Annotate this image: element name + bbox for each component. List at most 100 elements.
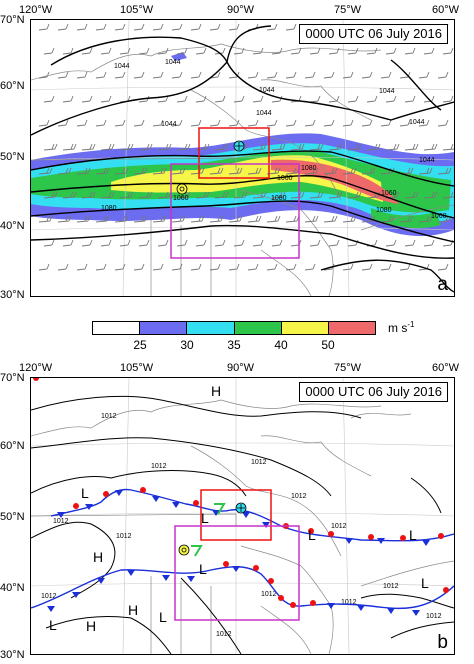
wind-barb [152,167,167,175]
wind-barb [214,143,229,151]
wind-barb [285,215,300,223]
map-panel-a: 1044 1044 1044 1044 1044 1044 1044 1044 … [30,19,455,297]
station-marker-north [233,140,245,152]
wind-barb [76,263,88,271]
panel-label-b: b [437,632,448,653]
wind-barb [347,191,362,199]
wind-barb [100,191,115,199]
isobar-label: 1012 [261,591,277,598]
wind-barb [347,95,359,103]
wind-barb [81,47,93,55]
wind-barb [81,239,93,247]
wind-barb [285,71,297,79]
wind-barb [247,263,259,271]
wind-barb [171,167,186,175]
height-contours [31,25,454,293]
wind-barb [57,23,69,31]
wind-barbs [38,23,454,271]
low-pressure-label: L [81,485,89,501]
wind-barb [418,71,430,79]
cold-front-triangle [57,512,65,518]
isobar-label: 1012 [426,613,442,620]
wind-barb [423,143,438,151]
contour-label: 1060 [431,213,447,220]
wind-barb [214,47,226,55]
low-pressure-label: L [409,527,417,543]
cold-front-triangle [327,603,335,609]
contour-label: 1044 [114,63,130,70]
wind-barb [423,191,438,199]
isobar-label: 1012 [383,583,399,590]
lat-label-50n: 50°N [0,151,25,163]
wind-barb [190,119,202,127]
wind-barb [62,143,77,151]
wind-barb [152,215,167,223]
wind-barb [304,119,316,127]
wind-barb [442,47,454,55]
wind-barb [385,95,397,103]
wind-barb [209,263,221,271]
wind-barb [233,47,245,55]
wind-barb [385,47,397,55]
wind-barb [43,239,55,247]
warm-front-semicircle [278,595,284,601]
wind-barb [38,71,50,79]
wind-barb [347,47,359,55]
wind-barb [233,95,245,103]
wind-barb [423,239,435,247]
cold-front-triangle [212,510,220,516]
isobar-label: 1012 [101,413,117,420]
wind-barb [95,119,107,127]
wind-barb [361,167,376,175]
wind-barb [171,215,186,223]
wind-barb [399,215,414,223]
low-pressure-label: L [49,617,57,633]
lon-label-105w: 105°W [120,4,154,16]
wind-barb [43,95,55,103]
wind-barb [114,263,126,271]
wind-barb [133,23,145,31]
wind-barb [43,143,58,151]
cold-front-triangle [85,504,93,510]
cold-front-triangle [262,522,270,528]
wind-barb [271,191,286,199]
wind-barb [252,143,267,151]
wind-barb [380,119,392,127]
wind-barb [290,47,302,55]
wind-barb [266,215,281,223]
wind-barb [119,143,134,151]
colorbar-tick: 40 [274,338,288,352]
wind-barb [228,167,243,175]
wind-barb [247,71,259,79]
cold-front-triangle [232,566,240,572]
wind-barb [195,95,207,103]
wind-barb [100,95,112,103]
station-marker-north [235,502,247,514]
wind-barb [209,119,221,127]
wind-barb [57,263,69,271]
high-pressure-label: H [93,549,103,565]
wind-barb [323,119,335,127]
wind-barb [252,239,264,247]
contour-label: 1044 [379,88,395,95]
wind-barb [133,167,148,175]
wind-barb [342,119,354,127]
lat-label-30n: 30°N [0,289,25,301]
warm-front-semicircle [73,503,79,509]
panel-label-a: a [437,274,448,295]
wind-barb [228,119,240,127]
wind-barb [214,191,229,199]
colorbar-bin [234,322,282,334]
contour-label: 1060 [381,190,397,197]
colorbar-bin [281,322,329,334]
wind-barb [114,167,129,175]
low-pressure-label: L [159,609,167,625]
wind-barb [271,143,286,151]
cold-front-triangle [345,538,353,544]
wind-barb [152,23,164,31]
high-pressure-label: H [211,383,221,399]
wind-barb [247,167,262,175]
wind-barb [138,47,150,55]
wind-barb [119,191,134,199]
wind-barb [176,239,188,247]
